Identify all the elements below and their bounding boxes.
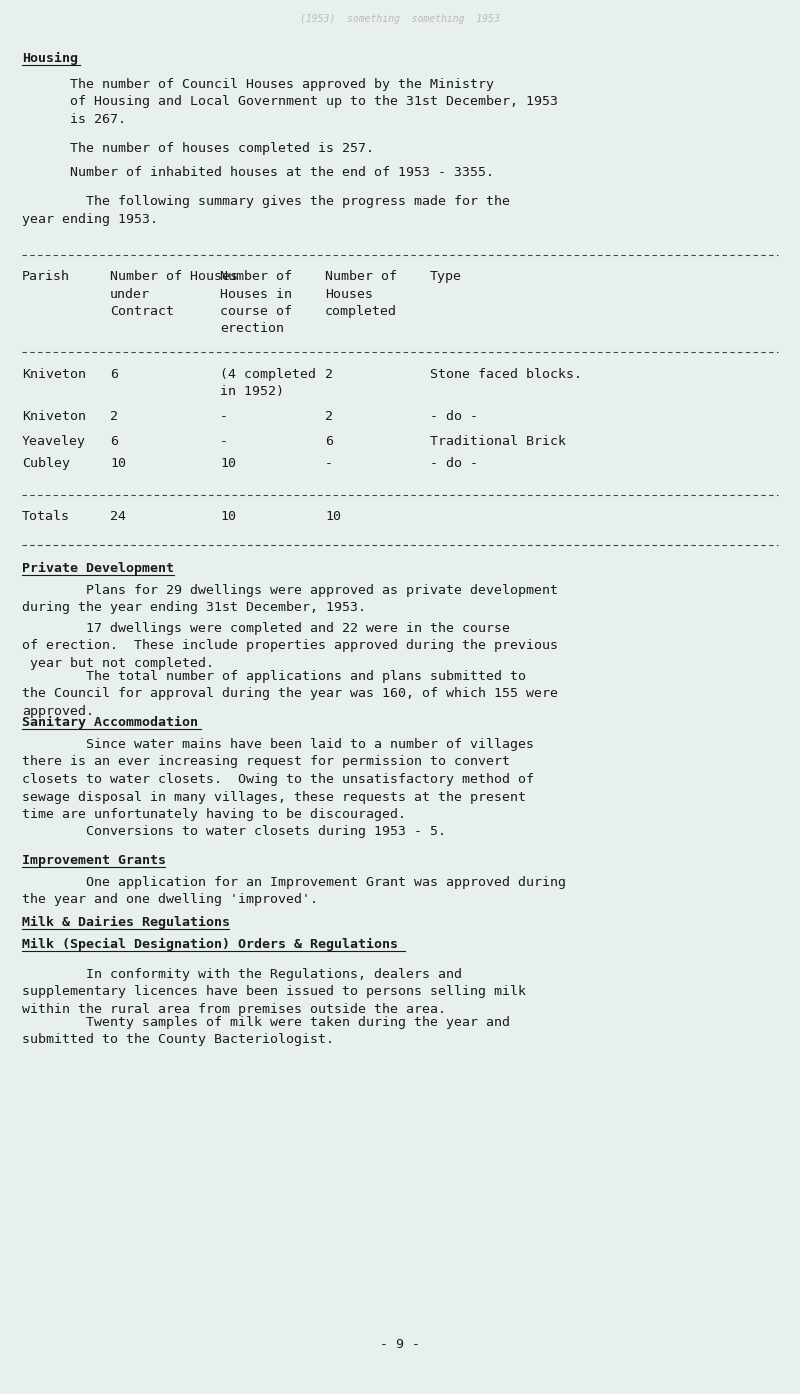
- Text: Number of inhabited houses at the end of 1953 - 3355.: Number of inhabited houses at the end of…: [70, 166, 494, 178]
- Text: (1953)  something  something  1953: (1953) something something 1953: [300, 14, 500, 24]
- Text: 2: 2: [325, 368, 333, 381]
- Text: The total number of applications and plans submitted to
the Council for approval: The total number of applications and pla…: [22, 671, 558, 718]
- Text: - do -: - do -: [430, 410, 478, 422]
- Text: Kniveton: Kniveton: [22, 410, 86, 422]
- Text: - do -: - do -: [430, 457, 478, 470]
- Text: Private Development: Private Development: [22, 562, 174, 576]
- Text: 10: 10: [110, 457, 126, 470]
- Text: Sanitary Accommodation: Sanitary Accommodation: [22, 717, 198, 729]
- Text: Kniveton: Kniveton: [22, 368, 86, 381]
- Text: Improvement Grants: Improvement Grants: [22, 855, 166, 867]
- Text: -: -: [325, 457, 333, 470]
- Text: The number of houses completed is 257.: The number of houses completed is 257.: [70, 142, 374, 155]
- Text: Traditional Brick: Traditional Brick: [430, 435, 566, 447]
- Text: 10: 10: [220, 510, 236, 523]
- Text: 10: 10: [325, 510, 341, 523]
- Text: The following summary gives the progress made for the
year ending 1953.: The following summary gives the progress…: [22, 195, 510, 226]
- Text: Type: Type: [430, 270, 462, 283]
- Text: Milk & Dairies Regulations: Milk & Dairies Regulations: [22, 916, 230, 928]
- Text: Plans for 29 dwellings were approved as private development
during the year endi: Plans for 29 dwellings were approved as …: [22, 584, 558, 615]
- Text: Number of
Houses in
course of
erection: Number of Houses in course of erection: [220, 270, 292, 336]
- Text: 10: 10: [220, 457, 236, 470]
- Text: Totals: Totals: [22, 510, 70, 523]
- Text: Since water mains have been laid to a number of villages
there is an ever increa: Since water mains have been laid to a nu…: [22, 737, 534, 839]
- Text: -: -: [220, 435, 228, 447]
- Text: Number of
Houses
completed: Number of Houses completed: [325, 270, 397, 318]
- Text: 24: 24: [110, 510, 126, 523]
- Text: (4 completed
in 1952): (4 completed in 1952): [220, 368, 316, 399]
- Text: 17 dwellings were completed and 22 were in the course
of erection.  These includ: 17 dwellings were completed and 22 were …: [22, 622, 558, 671]
- Text: Milk (Special Designation) Orders & Regulations: Milk (Special Designation) Orders & Regu…: [22, 938, 398, 951]
- Text: 6: 6: [325, 435, 333, 447]
- Text: Yeaveley: Yeaveley: [22, 435, 86, 447]
- Text: 6: 6: [110, 368, 118, 381]
- Text: 2: 2: [325, 410, 333, 422]
- Text: In conformity with the Regulations, dealers and
supplementary licences have been: In conformity with the Regulations, deal…: [22, 967, 526, 1016]
- Text: -: -: [220, 410, 228, 422]
- Text: The number of Council Houses approved by the Ministry
of Housing and Local Gover: The number of Council Houses approved by…: [70, 78, 558, 125]
- Text: One application for an Improvement Grant was approved during
the year and one dw: One application for an Improvement Grant…: [22, 875, 566, 906]
- Text: Parish: Parish: [22, 270, 70, 283]
- Text: Cubley: Cubley: [22, 457, 70, 470]
- Text: Stone faced blocks.: Stone faced blocks.: [430, 368, 582, 381]
- Text: Housing: Housing: [22, 52, 78, 66]
- Text: - 9 -: - 9 -: [380, 1338, 420, 1351]
- Text: 2: 2: [110, 410, 118, 422]
- Text: Twenty samples of milk were taken during the year and
submitted to the County Ba: Twenty samples of milk were taken during…: [22, 1016, 510, 1047]
- Text: Number of Houses
under
Contract: Number of Houses under Contract: [110, 270, 238, 318]
- Text: 6: 6: [110, 435, 118, 447]
